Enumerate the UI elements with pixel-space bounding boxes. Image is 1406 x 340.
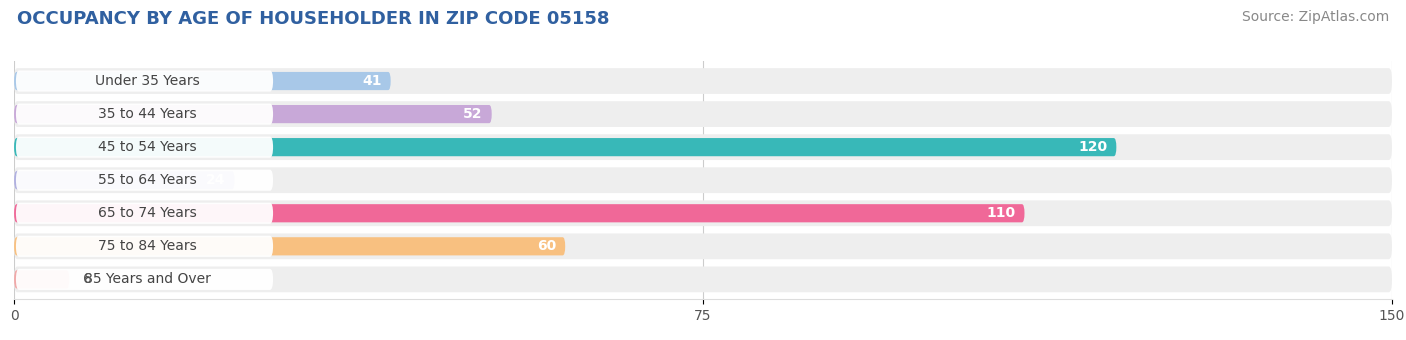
Text: 55 to 64 Years: 55 to 64 Years <box>98 173 197 187</box>
Text: Source: ZipAtlas.com: Source: ZipAtlas.com <box>1241 10 1389 24</box>
FancyBboxPatch shape <box>14 138 1116 156</box>
FancyBboxPatch shape <box>14 200 1392 226</box>
FancyBboxPatch shape <box>15 203 273 224</box>
Text: Under 35 Years: Under 35 Years <box>94 74 200 88</box>
FancyBboxPatch shape <box>14 72 391 90</box>
FancyBboxPatch shape <box>15 137 273 158</box>
Text: 35 to 44 Years: 35 to 44 Years <box>98 107 197 121</box>
Text: 85 Years and Over: 85 Years and Over <box>84 272 211 286</box>
Text: 120: 120 <box>1078 140 1107 154</box>
FancyBboxPatch shape <box>15 70 273 91</box>
Text: 6: 6 <box>83 272 91 286</box>
FancyBboxPatch shape <box>15 170 273 191</box>
FancyBboxPatch shape <box>14 68 1392 94</box>
FancyBboxPatch shape <box>14 270 69 288</box>
FancyBboxPatch shape <box>14 204 1025 222</box>
Text: 60: 60 <box>537 239 555 253</box>
Text: 52: 52 <box>463 107 482 121</box>
FancyBboxPatch shape <box>15 103 273 125</box>
Text: 65 to 74 Years: 65 to 74 Years <box>98 206 197 220</box>
FancyBboxPatch shape <box>14 171 235 189</box>
FancyBboxPatch shape <box>14 167 1392 193</box>
FancyBboxPatch shape <box>14 237 565 255</box>
Text: 24: 24 <box>205 173 225 187</box>
FancyBboxPatch shape <box>14 105 492 123</box>
FancyBboxPatch shape <box>14 101 1392 127</box>
FancyBboxPatch shape <box>15 269 273 290</box>
Text: OCCUPANCY BY AGE OF HOUSEHOLDER IN ZIP CODE 05158: OCCUPANCY BY AGE OF HOUSEHOLDER IN ZIP C… <box>17 10 609 28</box>
FancyBboxPatch shape <box>14 134 1392 160</box>
Text: 41: 41 <box>361 74 381 88</box>
Text: 45 to 54 Years: 45 to 54 Years <box>98 140 197 154</box>
Text: 110: 110 <box>986 206 1015 220</box>
Text: 75 to 84 Years: 75 to 84 Years <box>98 239 197 253</box>
FancyBboxPatch shape <box>15 236 273 257</box>
FancyBboxPatch shape <box>14 234 1392 259</box>
FancyBboxPatch shape <box>14 267 1392 292</box>
